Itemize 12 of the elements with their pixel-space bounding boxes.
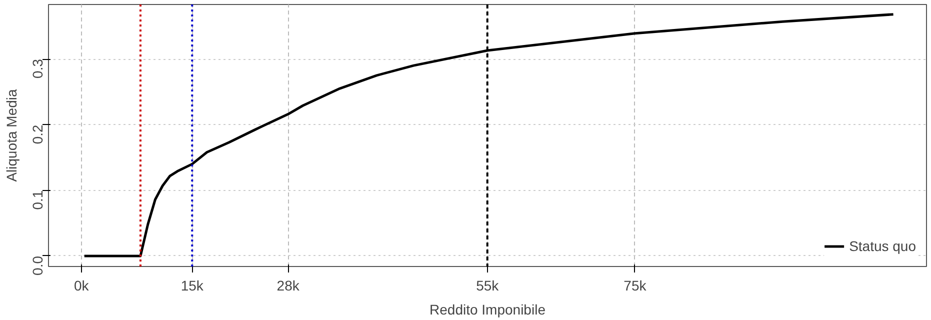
y-tick-label: 0.3: [30, 58, 46, 78]
y-axis-title: Aliquota Media: [4, 88, 20, 182]
y-tick-label: 0.0: [30, 256, 46, 276]
x-tick-label: 75k: [624, 278, 648, 294]
y-tick-label: 0.2: [30, 124, 46, 144]
x-tick-label: 15k: [180, 278, 204, 294]
x-tick-label: 55k: [476, 278, 500, 294]
x-tick-label: 28k: [276, 278, 300, 294]
x-axis-title: Reddito Imponibile: [430, 302, 546, 318]
x-tick-label: 0k: [74, 278, 90, 294]
legend-label: Status quo: [849, 238, 916, 254]
y-tick-label: 0.1: [30, 190, 46, 210]
